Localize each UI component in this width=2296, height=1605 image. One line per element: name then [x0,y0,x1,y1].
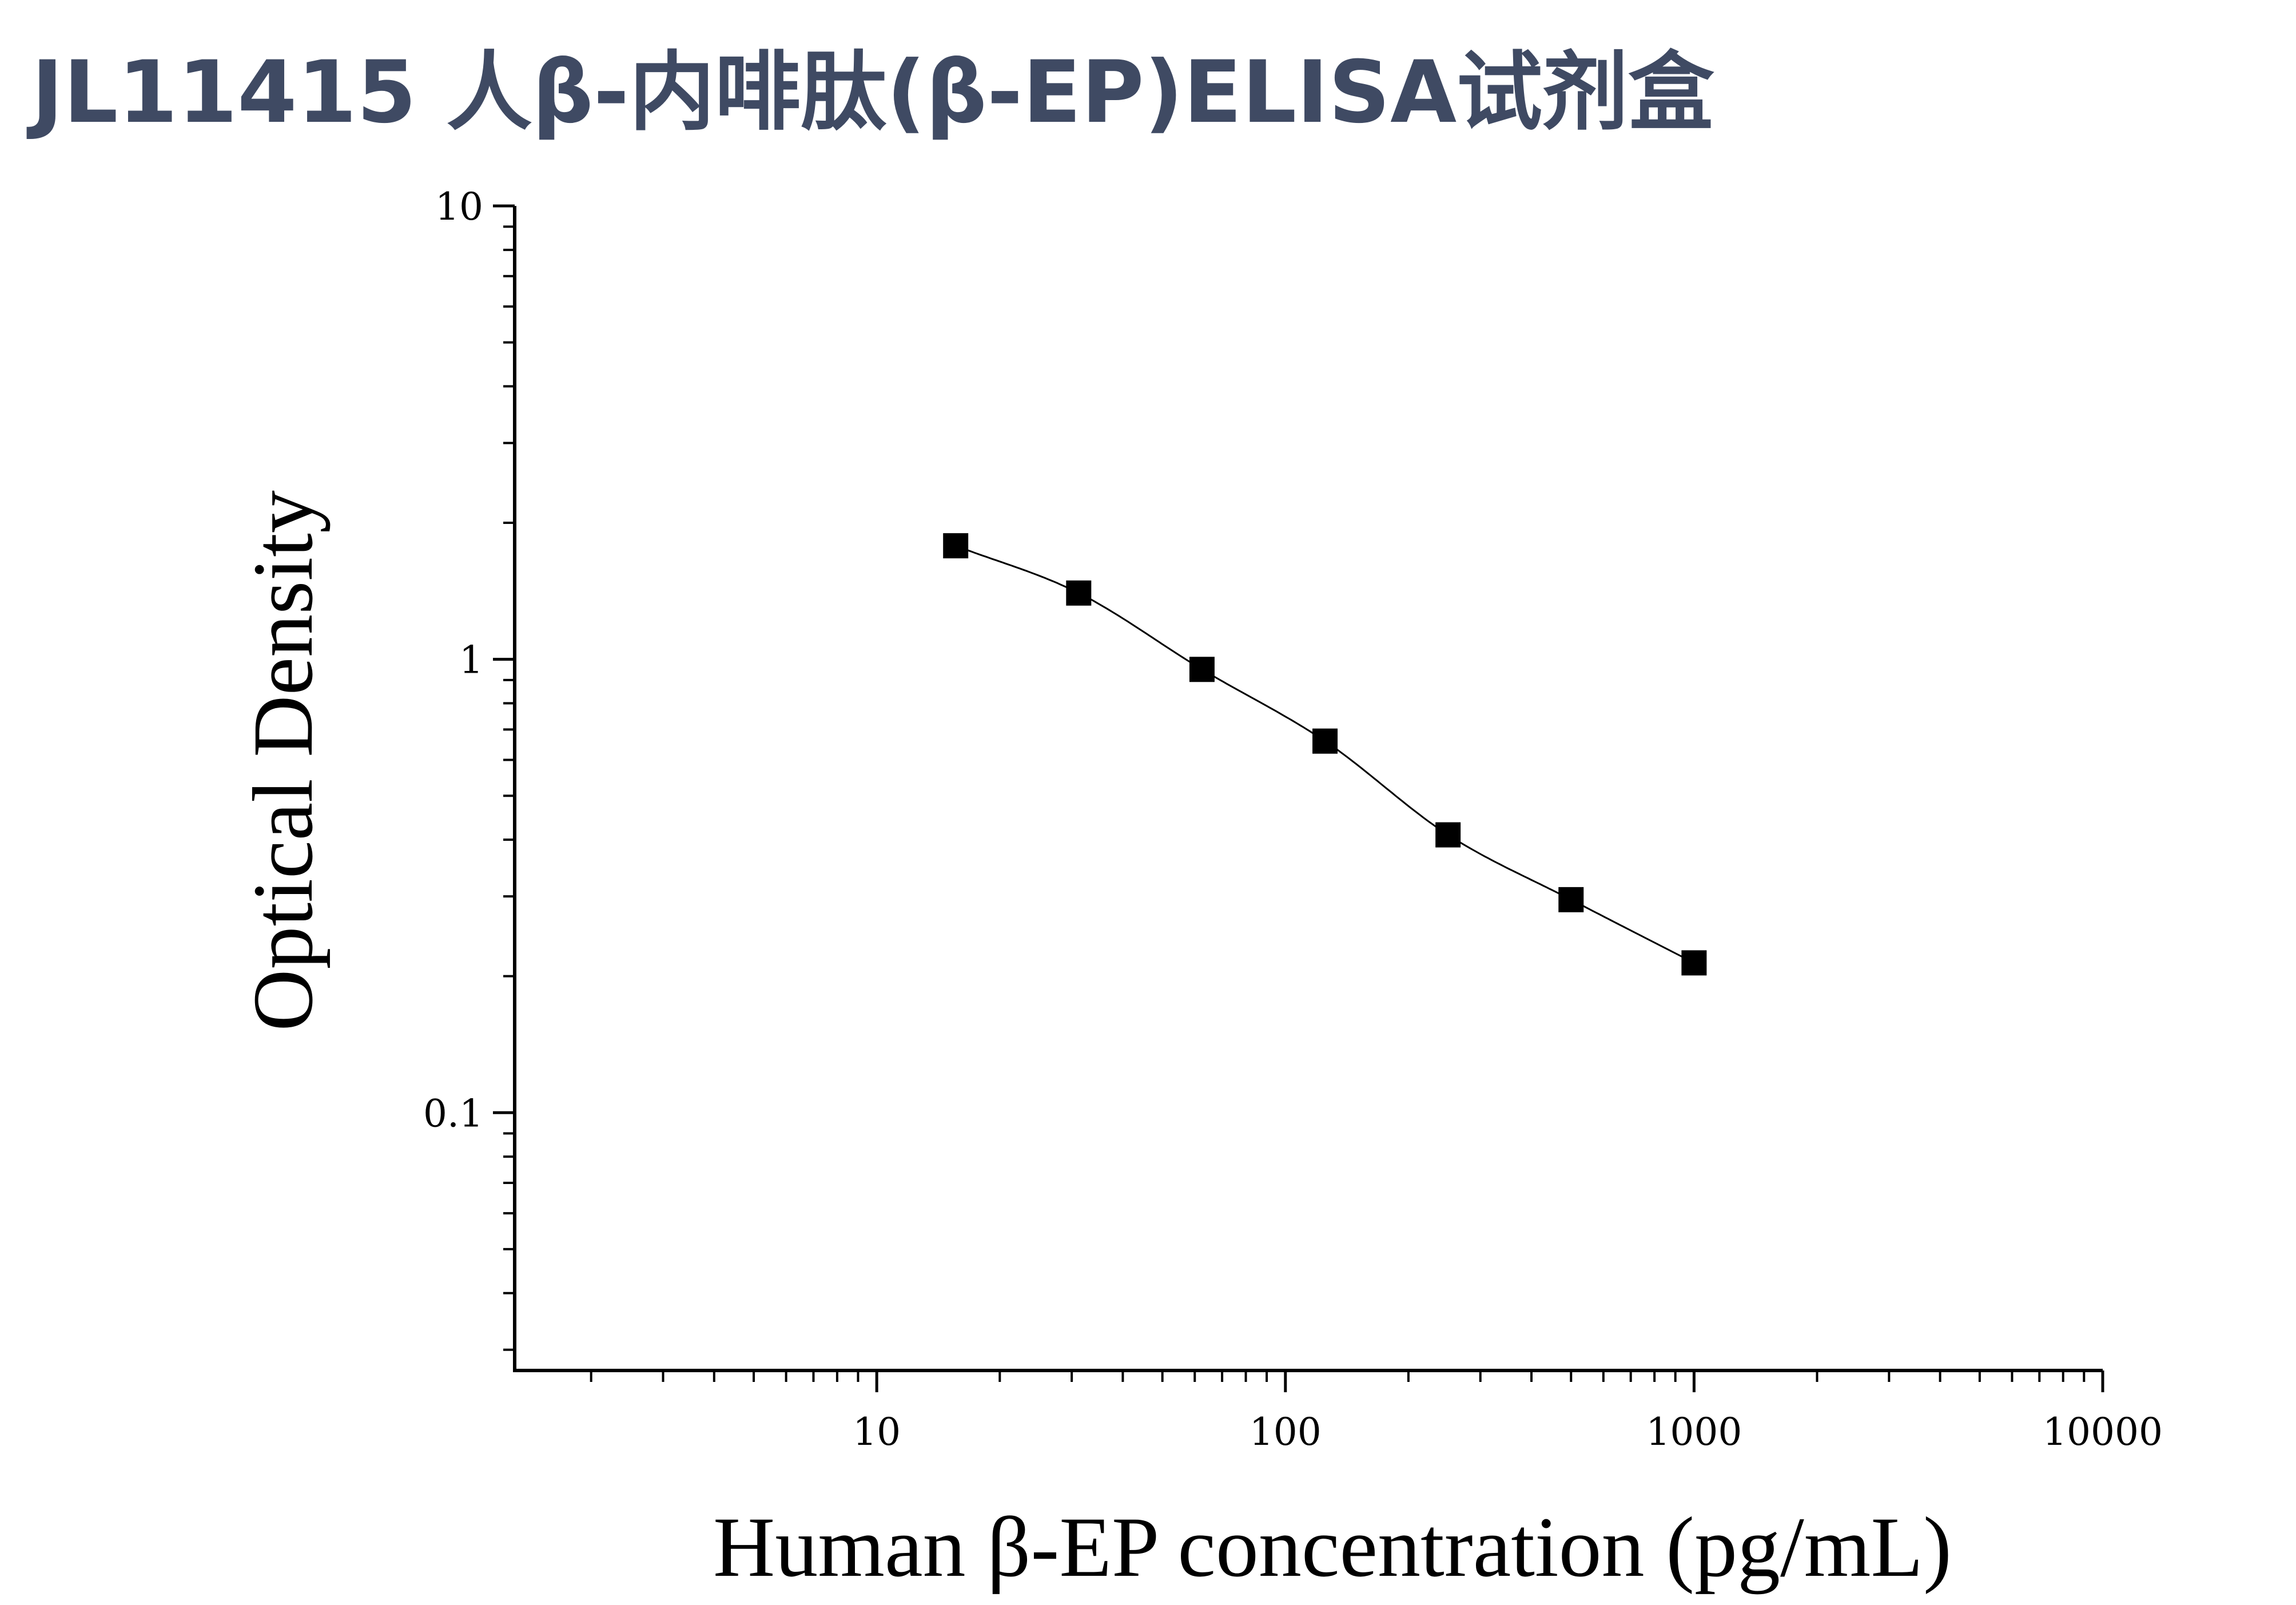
x-axis-title: Human β-EP concentration (pg/mL) [713,1500,1952,1595]
page-title: JL11415 人β-内啡肽(β-EP)ELISA试剂盒 [31,43,1714,142]
x-tick-label: 10000 [2043,1410,2163,1454]
data-point [1558,887,1584,912]
x-tick-label: 100 [1250,1410,1322,1454]
data-point [1312,728,1338,754]
data-points [943,533,1707,976]
y-tick-label: 1 [459,638,483,682]
x-tick-label: 1000 [1646,1410,1742,1454]
data-point [1681,950,1707,976]
major-ticks [493,204,2104,1392]
chart-axes [513,206,2103,1372]
data-point [943,533,969,559]
data-point [1435,822,1461,848]
y-tick-label: 10 [435,185,483,229]
minor-ticks [503,225,2086,1382]
y-tick-label: 0.1 [423,1091,483,1135]
y-axis-title: Optical Density [236,490,331,1031]
tick-labels: 10 100 1000 10000 0.1 1 10 [423,185,2163,1454]
data-point [1066,580,1092,606]
data-point [1189,657,1215,682]
x-tick-label: 10 [853,1410,901,1454]
